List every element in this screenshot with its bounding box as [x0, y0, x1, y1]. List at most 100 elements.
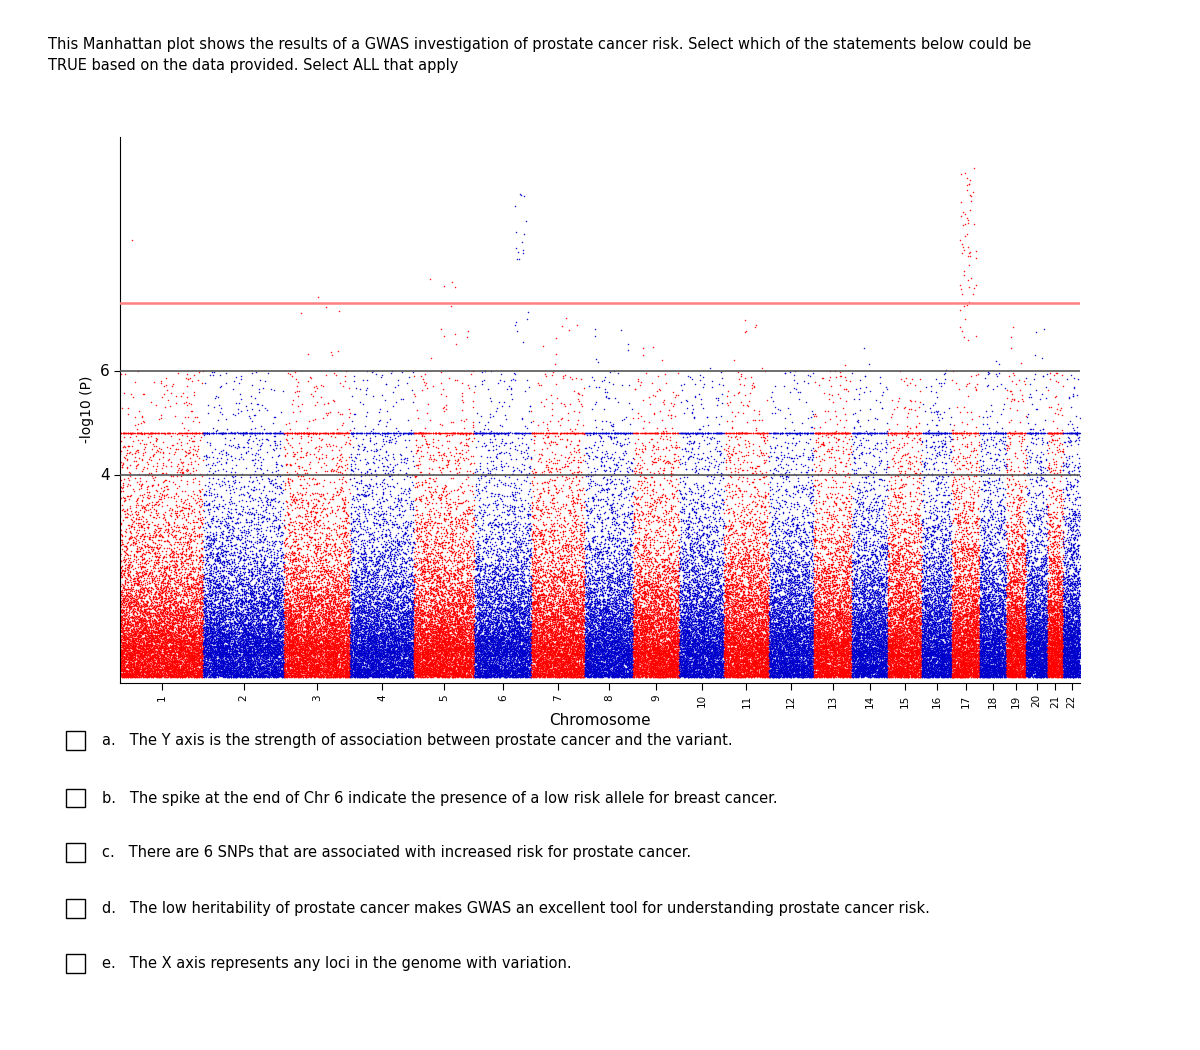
- Point: [973, 453, 992, 469]
- Point: [1052, 665, 1072, 681]
- Point: [110, 608, 130, 625]
- Point: [360, 655, 379, 672]
- Point: [245, 667, 264, 684]
- Point: [715, 643, 734, 659]
- Point: [350, 660, 370, 677]
- Point: [743, 601, 762, 617]
- Point: [696, 631, 715, 648]
- Point: [611, 662, 630, 678]
- Point: [967, 667, 986, 684]
- Point: [685, 651, 704, 668]
- Point: [289, 643, 308, 659]
- Point: [1057, 616, 1076, 633]
- Point: [943, 666, 962, 683]
- Point: [810, 595, 829, 612]
- Point: [293, 663, 312, 679]
- Point: [451, 626, 470, 643]
- Point: [1018, 582, 1037, 598]
- Point: [970, 658, 989, 675]
- Point: [340, 615, 359, 632]
- Point: [184, 660, 203, 677]
- Point: [458, 622, 478, 638]
- Point: [472, 628, 491, 645]
- Point: [479, 666, 498, 683]
- Point: [512, 656, 532, 673]
- Point: [869, 648, 888, 665]
- Point: [554, 630, 574, 647]
- Point: [790, 623, 809, 639]
- Point: [253, 609, 272, 626]
- Point: [451, 623, 470, 639]
- Point: [529, 630, 548, 647]
- Point: [367, 607, 386, 624]
- Point: [516, 666, 535, 683]
- Point: [1014, 652, 1033, 669]
- Point: [1066, 650, 1085, 667]
- Point: [984, 602, 1003, 618]
- Point: [133, 648, 152, 665]
- Point: [684, 639, 703, 656]
- Point: [917, 582, 936, 598]
- Point: [161, 667, 180, 684]
- Point: [784, 598, 803, 615]
- Point: [257, 585, 276, 602]
- Point: [229, 570, 248, 587]
- Point: [500, 446, 520, 463]
- Point: [1064, 643, 1084, 659]
- Point: [304, 623, 323, 639]
- Point: [934, 664, 953, 680]
- Point: [250, 655, 269, 672]
- Point: [226, 570, 245, 587]
- Point: [214, 666, 233, 683]
- Point: [352, 631, 371, 648]
- Point: [162, 637, 181, 654]
- Point: [283, 553, 302, 570]
- Point: [1032, 550, 1051, 567]
- Point: [172, 455, 191, 471]
- Point: [1060, 620, 1079, 636]
- Point: [896, 560, 916, 576]
- Point: [1026, 649, 1045, 666]
- Point: [732, 632, 751, 649]
- Point: [349, 606, 368, 623]
- Point: [331, 650, 350, 667]
- Point: [485, 629, 504, 646]
- Point: [166, 610, 185, 627]
- Point: [860, 463, 880, 480]
- Point: [572, 630, 592, 647]
- Point: [890, 657, 910, 674]
- Point: [300, 620, 319, 636]
- Point: [406, 659, 425, 676]
- Point: [809, 639, 828, 656]
- Point: [350, 646, 370, 663]
- Point: [728, 631, 748, 648]
- Point: [295, 603, 314, 620]
- Point: [538, 665, 557, 681]
- Point: [715, 664, 734, 680]
- Point: [720, 662, 739, 678]
- Point: [1001, 613, 1020, 630]
- Point: [799, 587, 818, 604]
- Point: [766, 663, 785, 679]
- Point: [460, 598, 479, 615]
- Point: [253, 651, 272, 668]
- Point: [726, 620, 745, 636]
- Point: [814, 654, 833, 671]
- Point: [767, 651, 786, 668]
- Point: [688, 637, 707, 654]
- Point: [869, 621, 888, 637]
- Point: [726, 651, 745, 668]
- Point: [840, 667, 859, 684]
- Point: [820, 669, 839, 686]
- Point: [214, 668, 233, 685]
- Point: [503, 595, 522, 612]
- Point: [110, 597, 130, 614]
- Point: [956, 582, 976, 598]
- Point: [419, 646, 438, 663]
- Point: [454, 575, 473, 592]
- Point: [946, 569, 965, 586]
- Point: [887, 585, 906, 602]
- Point: [720, 586, 739, 603]
- Point: [594, 601, 613, 617]
- Point: [726, 644, 745, 660]
